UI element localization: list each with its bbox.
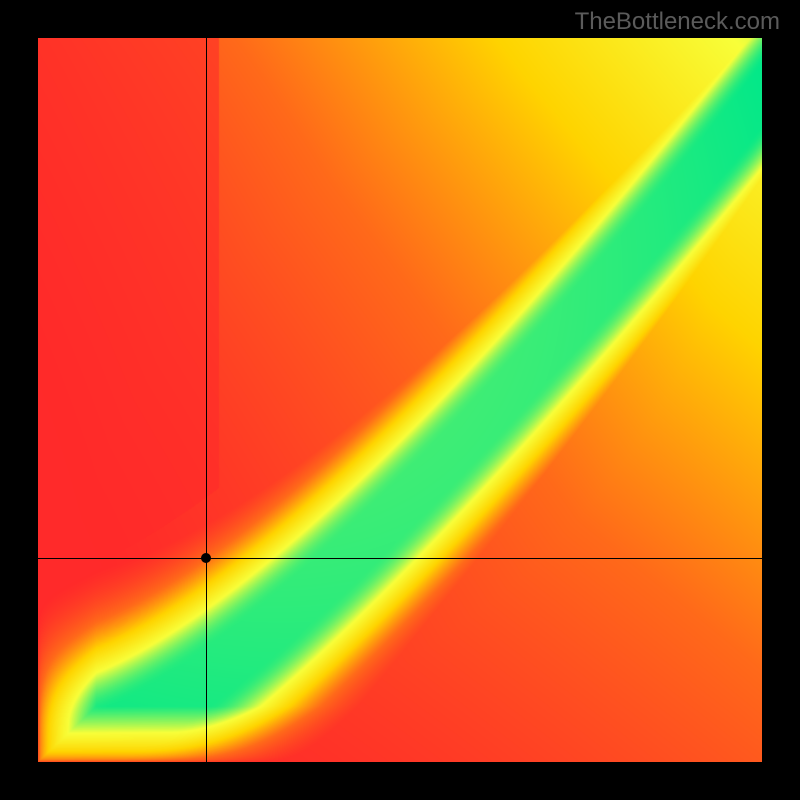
crosshair-horizontal [38, 558, 762, 559]
heatmap-canvas [38, 38, 762, 762]
crosshair-marker [201, 553, 211, 563]
watermark-text: TheBottleneck.com [575, 8, 780, 36]
heatmap-plot [38, 38, 762, 762]
crosshair-vertical [206, 38, 207, 762]
